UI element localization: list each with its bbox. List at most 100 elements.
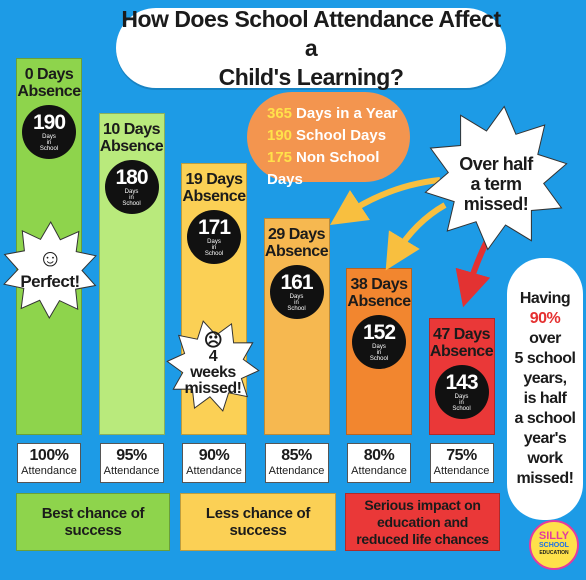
attendance-label-2: 90% Attendance [182, 443, 246, 483]
half-term-burst-shape [424, 105, 568, 251]
days-in-school-value: 161 [280, 271, 313, 295]
days-in-school-circle: 143 Days in School [434, 365, 489, 419]
attendance-label-5: 75% Attendance [429, 443, 494, 483]
silly-school-logo: SILLY SCHOOL EDUCATION [529, 520, 579, 570]
non-school-days-number: 175 [267, 149, 293, 166]
title-line-1: How Does School Attendance Affect a [121, 5, 501, 61]
absence-days: 29 Days [268, 226, 326, 244]
weeks-burst-shape [166, 320, 260, 412]
days-in-school-unit: Days [207, 239, 221, 246]
half-term-line-3: missed! [463, 194, 529, 214]
logo-line-2: SCHOOL [539, 542, 569, 549]
logo-line-3: EDUCATION [539, 550, 569, 556]
serious-impact-box: Serious impact on education and reduced … [345, 493, 500, 551]
days-in-school-unit: Days [42, 134, 56, 140]
bar-absence-label: 29 Days Absence [265, 226, 329, 260]
bar-1: 10 Days Absence 180 Days in School [98, 113, 165, 435]
arrow-to-29-days [385, 202, 447, 271]
days-in-school-circle: 161 Days in School [269, 265, 324, 320]
days-in-school-value: 143 [445, 371, 478, 394]
days-in-school-unit: Days [289, 294, 304, 301]
absence-word: Absence [264, 243, 329, 261]
serious-impact-line-3: reduced life chances [356, 530, 489, 547]
absence-days: 47 Days [433, 326, 491, 343]
attendance-word: Attendance [21, 465, 77, 477]
days-in-school-unit: School [287, 306, 306, 313]
days-in-school-unit: in [46, 140, 52, 146]
perfect-text: Perfect! [20, 272, 80, 291]
absence-days: 0 Days [24, 66, 74, 83]
five-years-line-6: is half [523, 390, 567, 407]
school-days-number: 190 [267, 127, 293, 144]
attendance-word: Attendance [186, 465, 242, 477]
five-years-line-3: over [529, 330, 561, 347]
logo-line-1: SILLY [538, 530, 570, 542]
absence-word: Absence [347, 293, 411, 311]
five-years-line-9: work [527, 450, 563, 467]
days-in-school-unit: Days [124, 189, 139, 196]
days-in-school-unit: School [122, 201, 141, 208]
half-term-line-1: Over half [459, 154, 533, 174]
days-in-school-unit: School [39, 146, 59, 152]
days-in-school-unit: Days [454, 394, 469, 400]
days-in-school-circle: 190 Days in School [22, 105, 76, 159]
absence-word: Absence [17, 83, 81, 100]
days-in-school-value: 190 [32, 111, 66, 134]
attendance-word: Attendance [351, 465, 407, 477]
half-term-line-2: a term [470, 174, 522, 194]
title-box: How Does School Attendance Affect a Chil… [116, 5, 506, 90]
bar-absence-label: 19 Days Absence [182, 171, 246, 205]
year-days-number: 365 [267, 105, 293, 122]
five-years-line-8: year's [523, 430, 567, 447]
five-years-percent: 90% [529, 310, 561, 327]
perfect-burst-shape [3, 220, 97, 320]
five-years-line-10: missed! [516, 470, 574, 487]
school-days-text: School Days [296, 127, 387, 144]
bar-5: 47 Days Absence 143 Days in School [428, 318, 495, 435]
less-chance-text: Less chance of success [205, 505, 311, 539]
five-years-box: Having 90% over 5 school years, is half … [507, 258, 583, 520]
days-in-school-unit: in [211, 245, 217, 252]
bar-absence-label: 47 Days Absence [430, 326, 494, 360]
less-chance-box: Less chance of success [180, 493, 336, 551]
serious-impact-line-2: education and [376, 513, 468, 530]
days-in-school-unit: in [459, 400, 464, 406]
attendance-label-3: 85% Attendance [264, 443, 329, 483]
attendance-percent: 75% [446, 447, 477, 464]
absence-word: Absence [429, 343, 494, 360]
absence-days: 38 Days [350, 276, 409, 294]
perfect-burst: ☺ Perfect! [18, 246, 82, 292]
bar-4: 38 Days Absence 152 Days in School [346, 268, 412, 435]
weeks-word: weeks [190, 364, 236, 381]
bar-absence-label: 38 Days Absence [347, 276, 411, 310]
attendance-word: Attendance [268, 465, 325, 477]
absence-days: 10 Days [103, 121, 161, 139]
attendance-percent: 95% [116, 447, 147, 464]
year-info-box: 365 Days in a Year 190 School Days 175 Non … [247, 92, 410, 188]
five-years-line-4: 5 school [514, 350, 576, 367]
days-in-school-unit: School [369, 356, 389, 363]
attendance-word: Attendance [103, 465, 160, 477]
attendance-percent: 100% [29, 447, 69, 464]
bar-absence-label: 10 Days Absence [100, 121, 164, 155]
days-in-school-unit: School [452, 406, 471, 412]
bar-3: 29 Days Absence 161 Days in School [263, 218, 330, 435]
attendance-percent: 90% [198, 447, 230, 464]
year-days-text: Days in a Year [296, 105, 398, 122]
serious-impact-line-1: Serious impact on [364, 496, 481, 513]
weeks-count: 4 [208, 348, 218, 365]
five-years-line-1: Having [519, 290, 571, 307]
half-term-burst: Over half a term missed! [448, 154, 544, 214]
days-in-school-circle: 152 Days in School [352, 315, 406, 370]
attendance-label-0: 100% Attendance [17, 443, 81, 483]
sad-face-icon: ☹ [203, 330, 223, 350]
days-in-school-unit: in [376, 350, 382, 357]
absence-word: Absence [182, 188, 246, 206]
arrow-to-19-days [330, 177, 441, 225]
attendance-percent: 85% [281, 447, 312, 464]
attendance-percent: 80% [363, 447, 395, 464]
smiley-face-icon: ☺ [37, 245, 63, 272]
days-in-school-value: 171 [197, 216, 231, 240]
